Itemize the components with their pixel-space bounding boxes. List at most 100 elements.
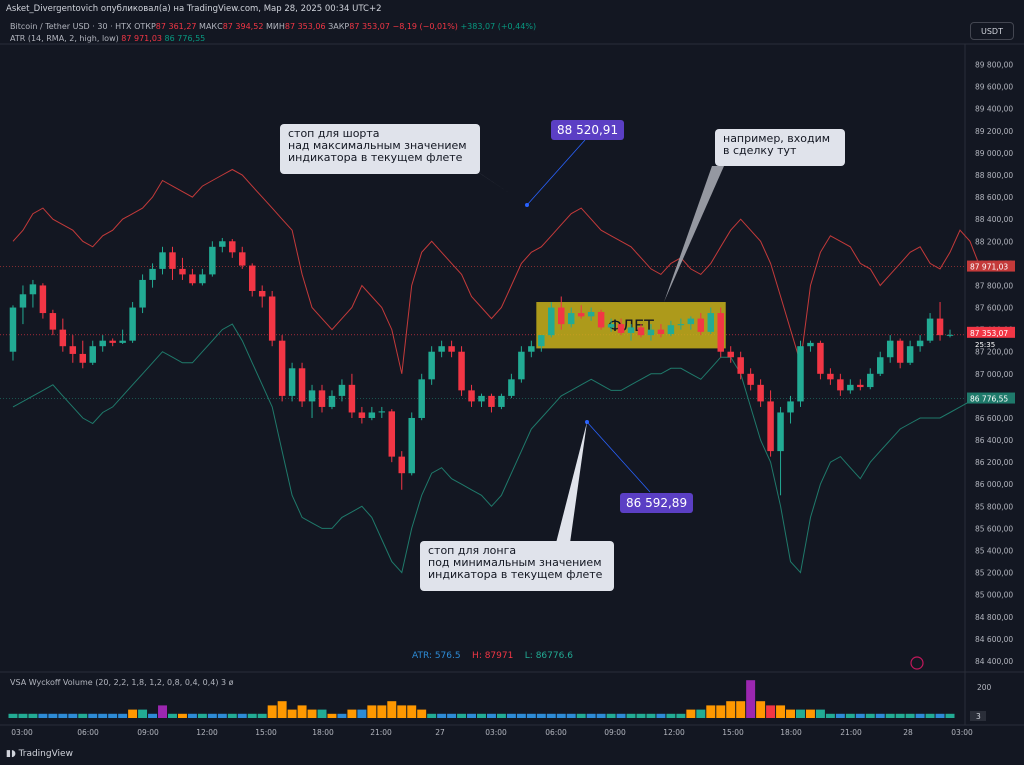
tradingview-logo[interactable]: ▮◗ TradingView — [6, 749, 73, 759]
volume-count: 3 — [221, 678, 227, 687]
volume-bar — [925, 713, 935, 718]
candle-body — [59, 329, 67, 347]
time-axis-label: 18:00 — [780, 728, 802, 737]
candle-body — [398, 456, 405, 474]
long-stop-callout: стоп для лонга под минимальным значением… — [420, 541, 614, 591]
candle-body — [129, 307, 136, 341]
price-axis-label: 89 800,00 — [975, 61, 1013, 70]
volume-bar — [367, 705, 377, 718]
candle-body — [79, 353, 87, 363]
symbol-legend[interactable]: Bitcoin / Tether USD · 30 · HTX ОТКР87 3… — [10, 22, 536, 31]
candle-body — [219, 241, 226, 247]
volume-bar — [357, 709, 367, 718]
candle-body — [358, 412, 366, 418]
time-axis-label: 12:00 — [663, 728, 685, 737]
price-axis-label: 85 000,00 — [975, 591, 1013, 600]
volume-bar — [815, 709, 825, 718]
candle-body — [169, 252, 176, 269]
volume-bar — [895, 713, 905, 718]
volume-bar — [855, 713, 865, 718]
candle-body — [298, 368, 306, 402]
candle-body — [508, 379, 515, 396]
open-value: 87 361,27 — [155, 22, 197, 31]
currency-button[interactable]: USDT — [970, 22, 1014, 40]
brand-name: TradingView — [18, 749, 73, 759]
price-axis-label: 89 400,00 — [975, 105, 1013, 114]
time-axis-label: 03:00 — [951, 728, 973, 737]
volume-bar — [347, 709, 357, 718]
candle-body — [378, 411, 386, 413]
candle-body — [587, 311, 595, 317]
candle-body — [857, 384, 864, 388]
atr-high-tag-bg — [967, 260, 1015, 272]
atr-label[interactable]: ATR (14, RMA, 2, high, low) — [10, 34, 119, 43]
candle-body — [916, 340, 924, 347]
candle-body — [757, 384, 764, 402]
candle-body — [408, 417, 415, 474]
volume-bar — [606, 713, 616, 718]
high-label: МАКС — [199, 22, 223, 31]
price-axis-label: 85 800,00 — [975, 502, 1013, 511]
volume-label[interactable]: VSA Wyckoff Volume (20, 2,2, 1,8, 1,2, 0… — [10, 678, 219, 687]
volume-bar — [98, 713, 108, 718]
candle-body — [617, 324, 625, 333]
volume-bar — [427, 713, 437, 718]
atr-low-tag-bg — [967, 392, 1015, 404]
candle-body — [338, 384, 346, 396]
candle-body — [867, 373, 874, 388]
candle-body — [946, 334, 954, 336]
volume-legend[interactable]: VSA Wyckoff Volume (20, 2,2, 1,8, 1,2, 0… — [10, 678, 234, 687]
candle-body — [697, 318, 705, 332]
candle-body — [926, 318, 934, 341]
volume-bar — [48, 713, 58, 718]
atr-high-value: 87 971,03 — [121, 34, 162, 43]
volume-bar — [656, 713, 666, 718]
time-axis-label: 18:00 — [312, 728, 334, 737]
volume-bar — [506, 713, 516, 718]
entry-callout-pointer — [664, 166, 724, 302]
volume-bar — [706, 705, 716, 718]
high-value: 87 394,52 — [222, 22, 264, 31]
volume-bar — [158, 705, 167, 718]
candle-body — [647, 329, 655, 336]
volume-bar — [217, 713, 227, 718]
volume-bar — [915, 713, 925, 718]
candle-body — [438, 346, 445, 352]
price-axis-label: 86 600,00 — [975, 414, 1013, 423]
price-axis-label: 85 400,00 — [975, 547, 1013, 556]
candle-body — [468, 390, 475, 402]
volume-bar — [287, 709, 297, 718]
volume-bar — [477, 713, 486, 718]
symbol-name[interactable]: Bitcoin / Tether USD · 30 · HTX — [10, 22, 132, 31]
volume-bar — [467, 713, 477, 718]
volume-bar — [546, 713, 556, 718]
volume-bar — [786, 709, 796, 718]
candle-body — [49, 313, 57, 330]
candle-body — [149, 268, 156, 280]
candle-body — [896, 340, 904, 363]
time-axis-label: 09:00 — [137, 728, 159, 737]
volume-bar — [417, 709, 427, 718]
volume-bar — [277, 701, 287, 718]
atr-low-value: 86 776,55 — [164, 34, 206, 43]
volume-bar — [776, 705, 786, 718]
candle-body — [558, 307, 565, 325]
candle-body — [936, 318, 944, 336]
price-axis-label: 86 400,00 — [975, 436, 1013, 445]
volume-bar — [626, 713, 636, 718]
candle-body — [488, 395, 495, 407]
time-axis-label: 27 — [435, 728, 445, 737]
candle-body — [637, 327, 645, 336]
candle-body — [607, 324, 615, 328]
price-axis-label: 89 600,00 — [975, 83, 1013, 92]
price-axis-label: 89 200,00 — [975, 127, 1013, 136]
candle-body — [627, 327, 635, 333]
long-callout-pointer — [556, 422, 587, 543]
volume-bar — [766, 705, 776, 718]
candle-body — [368, 412, 376, 418]
candle-body — [478, 395, 485, 402]
candle-body — [388, 411, 396, 457]
atr-legend[interactable]: ATR (14, RMA, 2, high, low) 87 971,03 86… — [10, 34, 205, 43]
